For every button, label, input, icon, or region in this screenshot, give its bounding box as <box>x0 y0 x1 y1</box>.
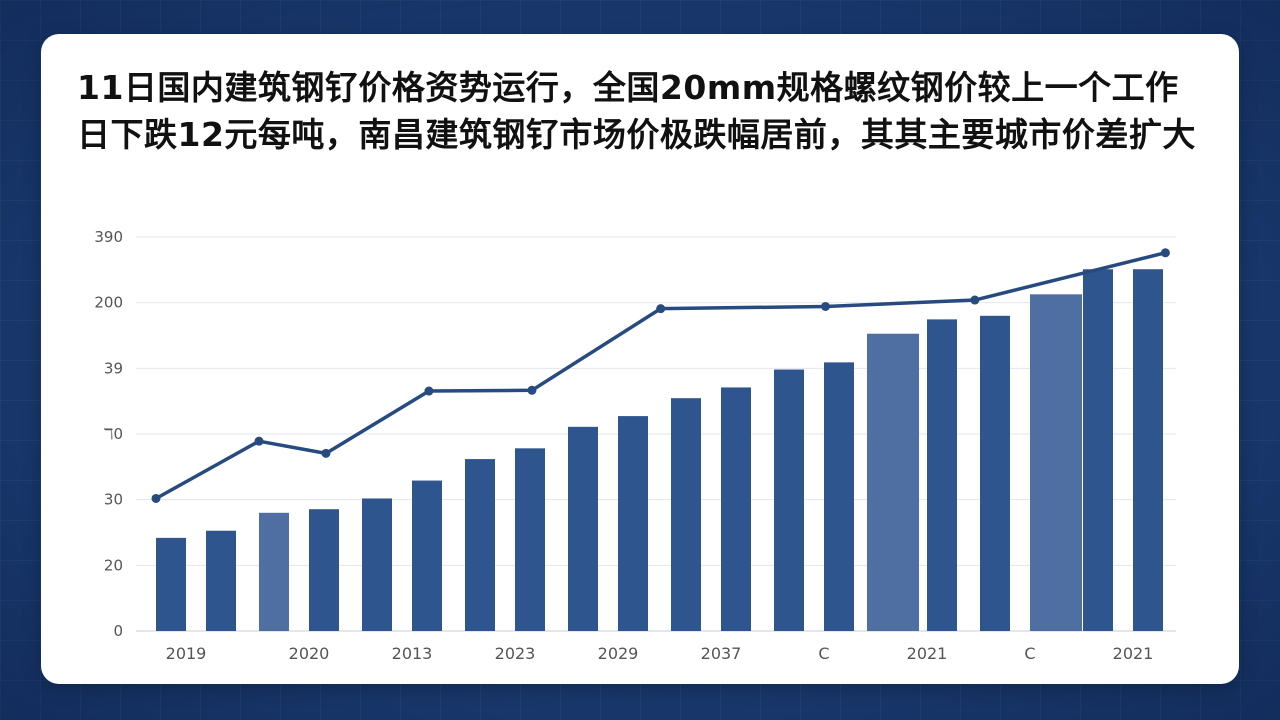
bar <box>465 459 495 631</box>
trend-line <box>155 251 1166 501</box>
y-tick-label: 200 <box>94 294 123 312</box>
y-tick-label: 39 <box>104 359 123 377</box>
x-tick-label: 2021 <box>907 644 948 663</box>
bar <box>721 387 751 631</box>
line-point <box>656 304 666 314</box>
bar <box>309 509 339 631</box>
bar <box>867 333 919 631</box>
bar <box>824 362 854 631</box>
line-point <box>970 295 980 305</box>
chart-card: 11日国内建筑钢钌价格资势运行，全国20mm规格螺纹钢价较上一个工作日下跌12元… <box>41 34 1239 684</box>
line-point <box>254 436 264 446</box>
x-tick-label: 2021 <box>1113 644 1154 663</box>
bar <box>774 369 804 631</box>
bar <box>927 319 957 631</box>
chart-area: 0 20 30 ℸ0 39 200 390 2019 2020 2013 2023 2029 2037 C… <box>94 228 1176 663</box>
bar <box>1030 294 1082 631</box>
x-tick-label: C <box>1024 644 1035 663</box>
bar <box>412 480 442 631</box>
x-tick-label: 2029 <box>598 644 639 663</box>
y-tick-label: 20 <box>104 556 123 574</box>
x-tick-label: C <box>818 644 829 663</box>
y-tick-label: 390 <box>94 228 123 246</box>
bar <box>362 498 392 631</box>
bar <box>980 315 1010 631</box>
line-point <box>821 301 830 311</box>
x-tick-label: 2019 <box>166 644 207 663</box>
bar <box>156 537 186 631</box>
y-tick-label: 0 <box>113 622 123 640</box>
line-point <box>527 385 537 395</box>
y-tick-label: ℸ0 <box>104 425 123 443</box>
bar <box>1133 269 1163 631</box>
line-point <box>1160 248 1170 258</box>
line-point <box>424 386 434 396</box>
x-tick-label: 2013 <box>392 644 433 663</box>
bar <box>568 426 598 631</box>
x-tick-label: 2023 <box>495 644 536 663</box>
bar <box>515 448 545 631</box>
y-tick-label: 30 <box>104 491 123 509</box>
line-point <box>321 448 331 458</box>
bar <box>618 416 648 631</box>
bar <box>259 512 289 631</box>
line-point <box>151 493 161 503</box>
x-tick-label: 2037 <box>701 644 742 663</box>
bar <box>1083 269 1113 631</box>
bar <box>671 398 701 631</box>
x-tick-label: 2020 <box>289 644 330 663</box>
bar <box>206 530 236 631</box>
chart-title: 11日国内建筑钢钌价格资势运行，全国20mm规格螺纹钢价较上一个工作日下跌12元… <box>77 68 1196 154</box>
